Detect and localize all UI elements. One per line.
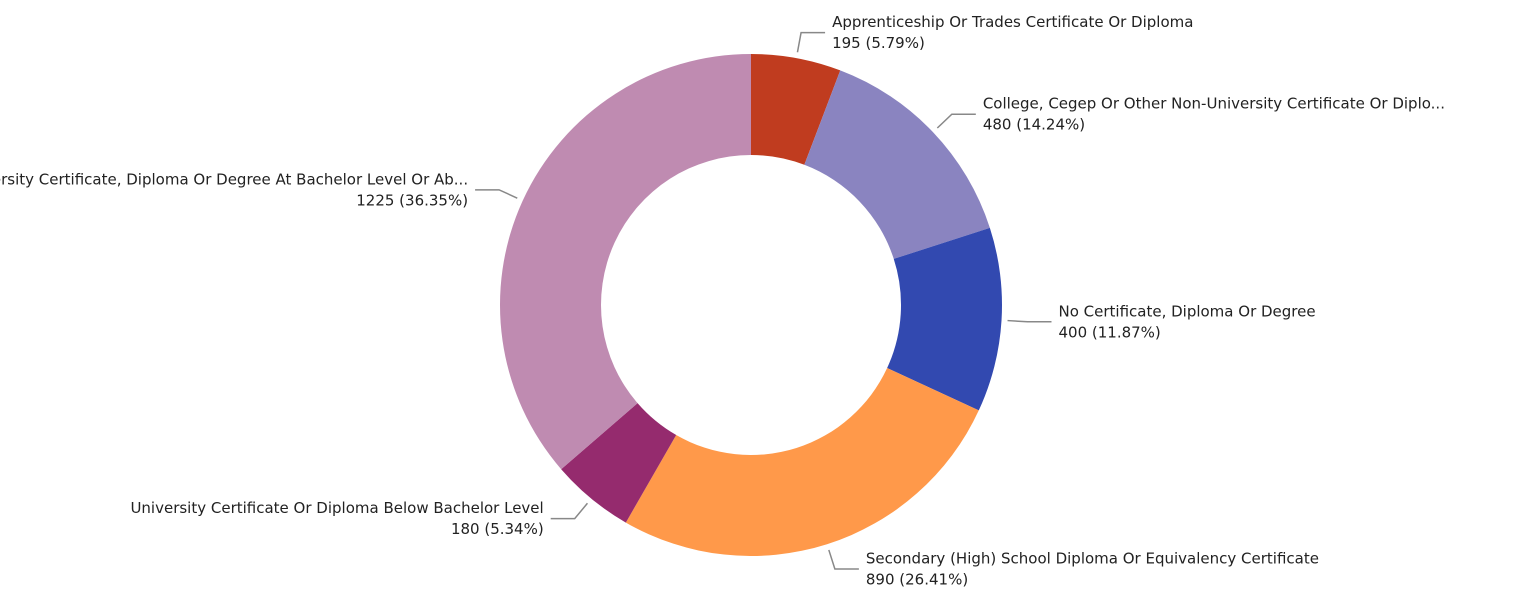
slice-label: Secondary (High) School Diploma Or Equiv… <box>866 549 1319 567</box>
slice <box>499 54 751 470</box>
slice-value-label: 1225 (36.35%) <box>356 191 468 209</box>
leader-line <box>936 113 976 129</box>
slice-label: College, Cegep Or Other Non-University C… <box>983 95 1445 113</box>
leader-line <box>475 189 518 199</box>
slice-value-label: 890 (26.41%) <box>866 570 968 588</box>
slice-value-label: 400 (11.87%) <box>1058 323 1160 341</box>
slice <box>887 227 1002 411</box>
leader-line <box>1007 319 1052 323</box>
slice-label: Apprenticeship Or Trades Certificate Or … <box>832 13 1193 31</box>
leader-line <box>828 549 859 570</box>
slice <box>625 368 979 556</box>
slice-value-label: 180 (5.34%) <box>451 520 544 538</box>
slice-value-label: 480 (14.24%) <box>983 116 1085 134</box>
leader-line <box>550 502 589 520</box>
slice <box>804 70 990 259</box>
slice-label: University Certificate, Diploma Or Degre… <box>0 170 468 188</box>
slice-value-label: 195 (5.79%) <box>832 34 925 52</box>
slice-label: No Certificate, Diploma Or Degree <box>1058 302 1315 320</box>
slice-label: University Certificate Or Diploma Below … <box>130 499 543 517</box>
leader-line <box>796 31 826 53</box>
slice <box>561 403 677 523</box>
slice <box>751 54 841 165</box>
